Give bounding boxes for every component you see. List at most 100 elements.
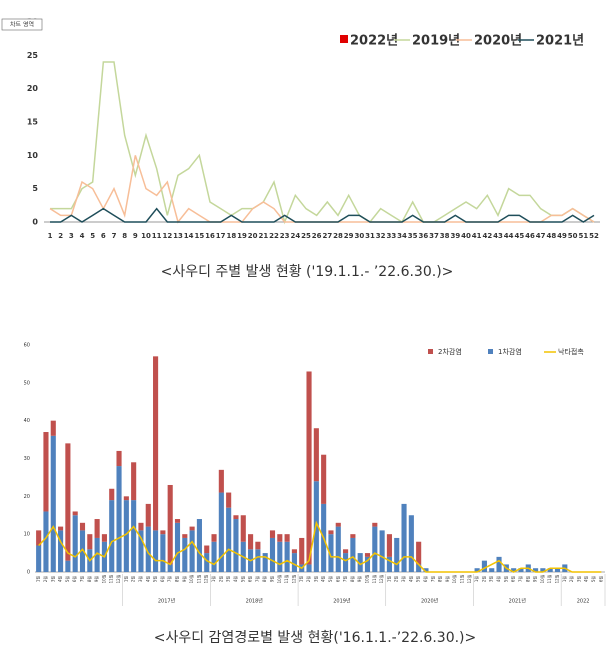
y-tick-label: 40	[24, 418, 30, 424]
x-tick-label: 41	[472, 232, 482, 240]
x-tick-label: 8월	[437, 576, 443, 583]
x-tick-label: 10월	[451, 574, 457, 583]
bar	[291, 549, 297, 554]
legend-label: 2022년	[350, 34, 398, 49]
bar	[489, 568, 495, 572]
bar	[218, 492, 224, 572]
bar	[182, 537, 188, 572]
bar	[65, 443, 71, 561]
x-tick-label: 19	[237, 232, 247, 240]
bar	[321, 454, 327, 504]
bar	[299, 537, 305, 565]
x-tick-label: 12월	[203, 574, 209, 583]
x-tick-label: 11월	[108, 574, 114, 583]
x-tick-label: 6월	[247, 576, 253, 583]
x-tick-label: 4월	[57, 576, 63, 583]
x-tick-label: 23	[280, 232, 290, 240]
x-tick-label: 32	[376, 232, 386, 240]
y-tick-label: 0	[27, 570, 30, 576]
x-tick-label: 12월	[554, 574, 560, 583]
x-tick-label: 6	[101, 232, 106, 240]
bar	[58, 526, 64, 531]
x-tick-label: 11월	[195, 574, 201, 583]
bar	[43, 432, 49, 512]
x-tick-label: 12월	[466, 574, 472, 583]
bar	[248, 534, 254, 550]
bar	[160, 530, 166, 535]
bar	[350, 534, 356, 538]
x-tick-label: 46	[525, 232, 535, 240]
x-tick-label: 4월	[320, 576, 326, 583]
x-tick-label: 3월	[488, 576, 494, 583]
x-tick-label: 9월	[181, 576, 187, 583]
bar	[109, 500, 115, 572]
group-label: 2019년	[333, 598, 351, 605]
x-tick-label: 1월	[122, 576, 128, 583]
bar	[233, 519, 239, 572]
x-tick-label: 38	[440, 232, 450, 240]
x-tick-label: 31	[365, 232, 375, 240]
bar	[540, 568, 546, 572]
group-label: 2020년	[421, 598, 439, 605]
bar	[284, 541, 290, 572]
x-tick-label: 34	[397, 232, 407, 240]
x-tick-label: 50	[568, 232, 578, 240]
x-tick-label: 20	[248, 232, 258, 240]
x-tick-label: 9월	[269, 576, 275, 583]
bar	[138, 522, 144, 531]
bar	[401, 503, 407, 572]
bar	[109, 488, 115, 501]
bar	[94, 519, 100, 538]
bar	[277, 541, 283, 572]
x-tick-label: 5월	[502, 576, 508, 583]
bar	[511, 568, 517, 572]
bar	[269, 530, 276, 538]
x-tick-label: 9월	[532, 576, 538, 583]
bar	[174, 519, 181, 523]
x-tick-label: 6월	[510, 576, 516, 583]
bar	[364, 553, 371, 557]
bar	[36, 545, 42, 572]
x-tick-label: 21	[258, 232, 268, 240]
x-tick-label: 10	[141, 232, 151, 240]
bar	[196, 519, 202, 572]
x-tick-label: 44	[504, 232, 514, 240]
bar	[379, 530, 385, 572]
bar	[79, 530, 86, 572]
bar	[269, 537, 276, 572]
x-tick-label: 36	[418, 232, 428, 240]
x-tick-label: 2월	[217, 576, 223, 583]
bar	[87, 534, 93, 550]
x-tick-label: 4월	[407, 576, 413, 583]
bar	[131, 462, 137, 501]
bar	[343, 549, 349, 554]
bar	[423, 568, 429, 572]
bar	[364, 556, 371, 572]
y-tick-label: 50	[24, 380, 30, 386]
bar	[167, 484, 173, 565]
bar	[262, 553, 268, 572]
y-tick-label: 25	[27, 51, 39, 60]
x-tick-label: 11	[152, 232, 162, 240]
x-tick-label: 1월	[473, 576, 479, 583]
x-tick-label: 26	[312, 232, 322, 240]
x-tick-label: 25	[301, 232, 311, 240]
x-tick-label: 2	[58, 232, 63, 240]
bar	[554, 568, 561, 572]
bar	[226, 507, 232, 572]
bar	[233, 515, 239, 520]
bar	[386, 534, 392, 557]
bar	[58, 530, 64, 572]
y-tick-label: 5	[32, 184, 38, 193]
x-tick-label: 7월	[79, 576, 85, 583]
bar	[255, 549, 261, 572]
x-tick-label: 8월	[261, 576, 267, 583]
bar	[518, 568, 524, 572]
x-tick-label: 35	[408, 232, 418, 240]
bar	[189, 526, 195, 531]
x-tick-label: 10월	[364, 574, 370, 583]
group-label: 2017년	[158, 598, 176, 605]
bar	[335, 526, 341, 572]
x-tick-label: 8월	[349, 576, 355, 583]
